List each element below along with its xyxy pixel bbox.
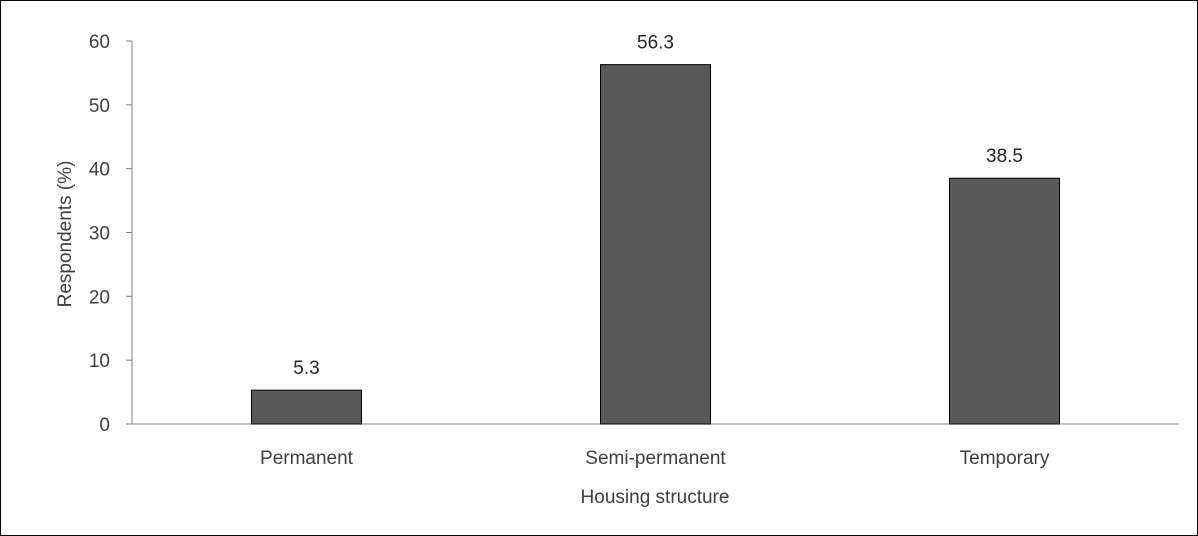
bars	[251, 64, 1060, 425]
y-tick-label: 30	[89, 224, 110, 245]
bar-value-label: 5.3	[293, 358, 319, 379]
value-labels: 5.3 56.3 38.5	[293, 33, 1023, 380]
bar-value-label: 38.5	[986, 146, 1023, 167]
x-tick-label: Semi-permanent	[585, 448, 726, 469]
bar-value-label: 56.3	[637, 33, 674, 54]
y-tick-label: 60	[89, 32, 110, 53]
y-tick-label: 20	[89, 287, 110, 308]
y-axis-title: Respondents (%)	[55, 161, 76, 308]
y-tick-label: 10	[89, 351, 110, 372]
x-axis-title: Housing structure	[581, 487, 730, 508]
bar-permanent	[251, 389, 362, 425]
y-tick-label: 50	[89, 96, 110, 117]
x-tick-label: Permanent	[260, 448, 354, 469]
y-axis: 0 10 20 30 40 50 60	[89, 32, 133, 436]
x-tick-label: Temporary	[960, 448, 1050, 469]
category-labels: Permanent Semi-permanent Temporary	[260, 448, 1050, 469]
bar-semi-permanent	[600, 64, 711, 425]
bar-temporary	[949, 177, 1060, 425]
y-tick-label: 0	[99, 415, 110, 436]
y-tick-label: 40	[89, 160, 110, 181]
